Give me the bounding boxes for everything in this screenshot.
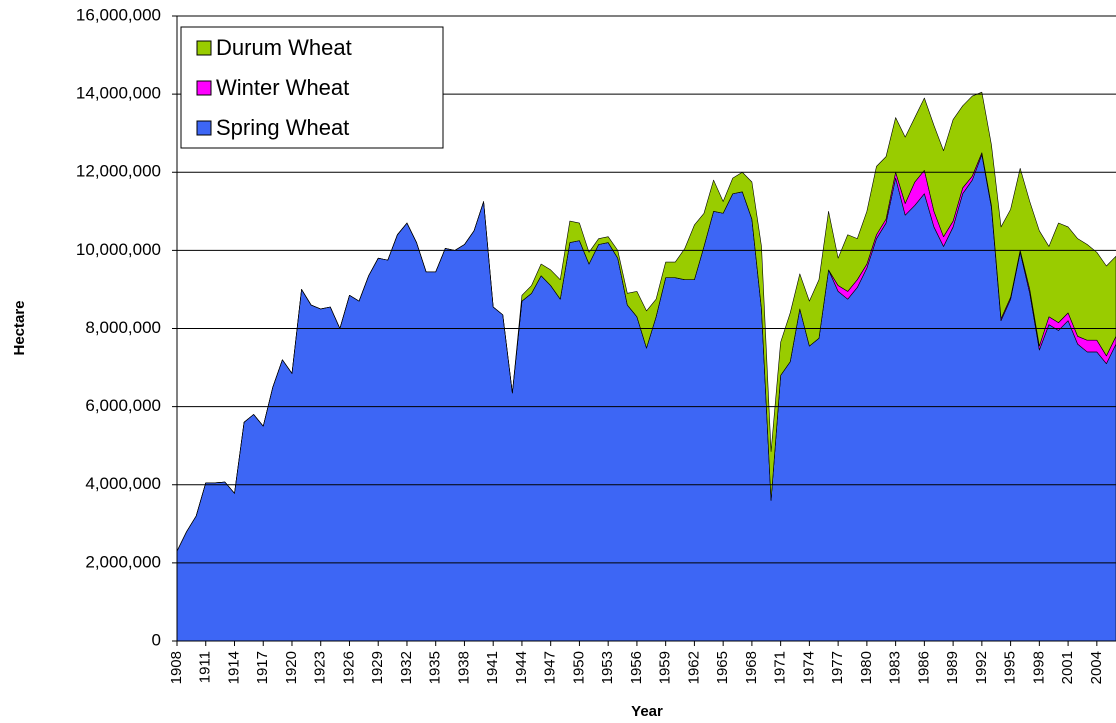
- x-tick-label: 1998: [1030, 651, 1047, 684]
- x-tick-label: 1950: [570, 651, 587, 684]
- x-tick-label: 1971: [772, 651, 789, 684]
- legend-label: Spring Wheat: [216, 115, 349, 140]
- y-tick-label: 10,000,000: [76, 240, 161, 259]
- x-tick-label: 1947: [542, 651, 559, 684]
- x-tick-label: 1914: [225, 651, 242, 684]
- x-tick-label: 1935: [427, 651, 444, 684]
- x-tick-label: 1983: [887, 651, 904, 684]
- x-tick-label: 1920: [283, 651, 300, 684]
- y-tick-label: 12,000,000: [76, 162, 161, 181]
- legend-label: Durum Wheat: [216, 35, 352, 60]
- x-tick-label: 1932: [398, 651, 415, 684]
- y-tick-label: 14,000,000: [76, 84, 161, 103]
- x-tick-label: 2004: [1088, 651, 1105, 684]
- x-tick-label: 1992: [973, 651, 990, 684]
- x-tick-label: 1962: [685, 651, 702, 684]
- x-tick-label: 1938: [455, 651, 472, 684]
- x-tick-label: 1956: [628, 651, 645, 684]
- legend-box: [180, 26, 444, 149]
- x-tick-label: 1941: [484, 651, 501, 684]
- legend-swatch: [196, 80, 212, 96]
- legend-label: Winter Wheat: [216, 75, 349, 100]
- x-tick-label: 1980: [858, 651, 875, 684]
- x-tick-label: 2001: [1059, 651, 1076, 684]
- x-tick-label: 1926: [340, 651, 357, 684]
- area: [176, 154, 1116, 642]
- y-tick-label: 6,000,000: [85, 396, 161, 415]
- x-tick-label: 1944: [513, 651, 530, 684]
- x-tick-label: 1977: [829, 651, 846, 684]
- y-tick-label: 8,000,000: [85, 318, 161, 337]
- y-axis-title: Hectare: [11, 300, 28, 355]
- y-tick-label: 16,000,000: [76, 5, 161, 24]
- x-tick-label: 1929: [369, 651, 386, 684]
- y-tick-label: 4,000,000: [85, 474, 161, 493]
- y-tick-label: 0: [152, 630, 161, 649]
- x-tick-label: 1959: [657, 651, 674, 684]
- x-axis-title: Year: [631, 703, 663, 720]
- legend-swatch: [196, 120, 212, 136]
- x-tick-label: 1911: [197, 651, 214, 683]
- x-tick-label: 1986: [915, 651, 932, 684]
- x-tick-label: 1968: [743, 651, 760, 684]
- x-tick-label: 1917: [254, 651, 271, 684]
- x-tick-label: 1989: [944, 651, 961, 684]
- area: [176, 91, 1116, 552]
- legend-swatch: [196, 40, 212, 56]
- y-tick-label: 2,000,000: [85, 552, 161, 571]
- x-tick-label: 1995: [1002, 651, 1019, 684]
- x-tick-label: 1965: [714, 651, 731, 684]
- x-tick-label: 1953: [599, 651, 616, 684]
- x-tick-label: 1923: [312, 651, 329, 684]
- x-tick-label: 1908: [168, 651, 185, 684]
- x-tick-label: 1974: [800, 651, 817, 684]
